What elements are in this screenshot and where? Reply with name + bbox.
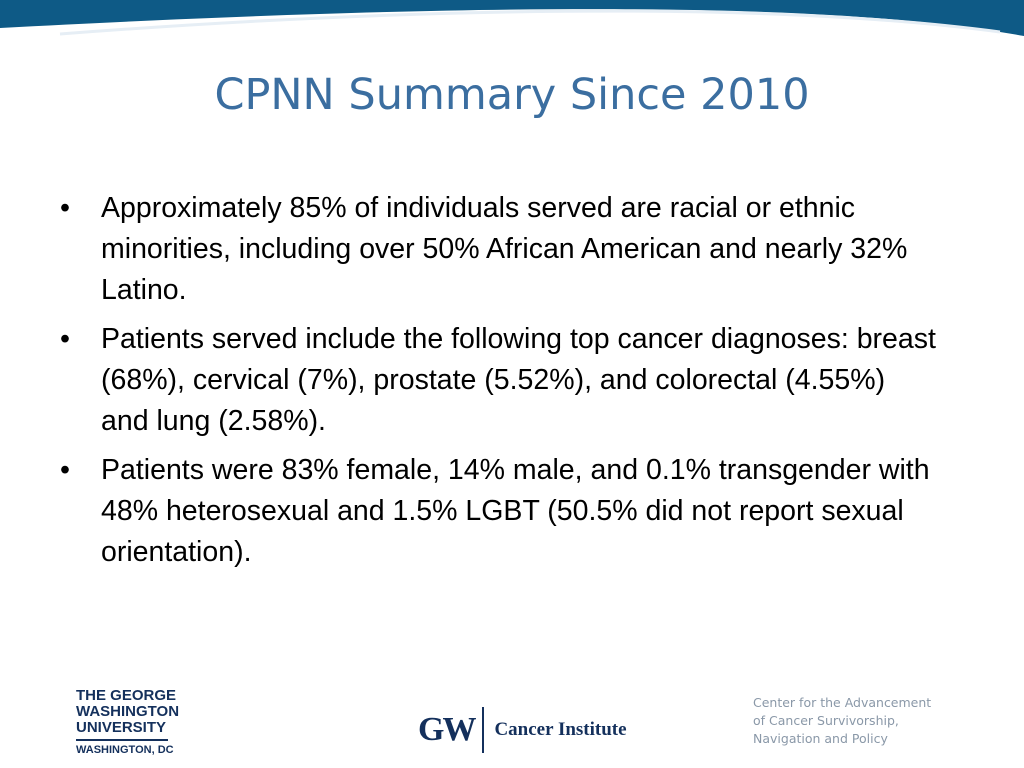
- gw-mark: GW: [418, 711, 476, 748]
- bullet-text: Approximately 85% of individuals served …: [101, 192, 908, 306]
- bullet-text: Patients were 83% female, 14% male, and …: [101, 454, 930, 568]
- gwu-logo-line: THE GEORGE: [76, 687, 177, 704]
- bullet-icon: •: [60, 323, 70, 355]
- bullet-item: • Patients served include the following …: [60, 319, 940, 442]
- gwu-logo-sub: WASHINGTON, DC: [76, 744, 174, 756]
- bullet-item: • Approximately 85% of individuals serve…: [60, 188, 940, 311]
- header-swoosh-band: [0, 0, 1024, 39]
- bullet-icon: •: [60, 454, 70, 486]
- center-name-line: Center for the Advancement: [753, 695, 932, 710]
- gwu-logo: THE GEORGE WASHINGTON UNIVERSITY WASHING…: [76, 688, 179, 757]
- center-name: Center for the Advancement of Cancer Sur…: [753, 694, 931, 748]
- gwu-logo-rule: [76, 739, 168, 741]
- bullet-icon: •: [60, 192, 70, 224]
- center-name-line: of Cancer Survivorship,: [753, 713, 899, 728]
- band-highlight: [59, 9, 1001, 36]
- cancer-institute-logo: GW Cancer Institute: [418, 707, 627, 753]
- bullet-text: Patients served include the following to…: [101, 323, 936, 437]
- center-name-line: Navigation and Policy: [753, 731, 888, 746]
- gwu-logo-line: WASHINGTON: [76, 703, 180, 720]
- cancer-institute-name: Cancer Institute: [494, 719, 627, 740]
- slide-title: CPNN Summary Since 2010: [214, 70, 810, 120]
- band-fill: [0, 0, 1024, 36]
- bullet-item: • Patients were 83% female, 14% male, an…: [60, 450, 940, 573]
- bullet-list: • Approximately 85% of individuals serve…: [60, 188, 940, 581]
- logo-divider: [482, 707, 485, 753]
- gwu-logo-line: UNIVERSITY: [76, 719, 167, 736]
